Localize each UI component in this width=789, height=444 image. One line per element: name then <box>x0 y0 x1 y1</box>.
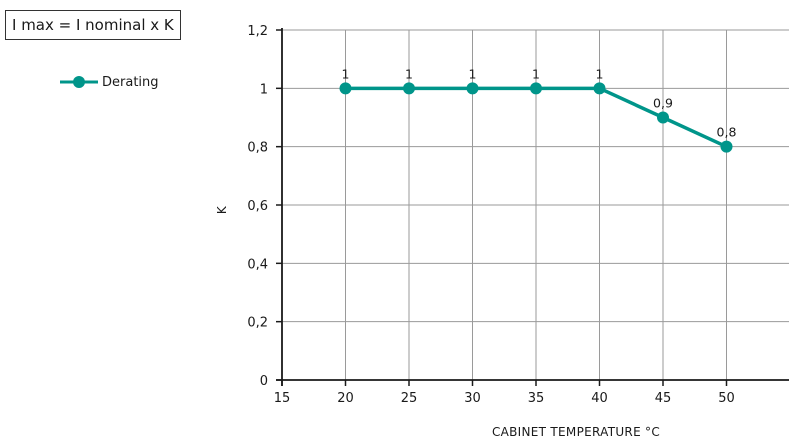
y-tick-label: 0,4 <box>247 257 268 272</box>
data-point <box>593 82 606 95</box>
legend-label: Derating <box>102 74 159 90</box>
x-tick-label: 45 <box>655 391 672 406</box>
legend-marker-icon <box>60 76 98 88</box>
y-tick-label: 1 <box>260 82 268 97</box>
data-label: 1 <box>405 66 413 81</box>
x-tick-label: 35 <box>528 391 545 406</box>
data-label: 1 <box>342 66 350 81</box>
x-tick-label: 40 <box>591 391 608 406</box>
legend: Derating <box>60 72 159 92</box>
data-label: 1 <box>469 66 477 81</box>
y-tick-label: 1,2 <box>247 24 268 39</box>
data-point <box>657 111 669 124</box>
x-tick-label: 30 <box>464 391 481 406</box>
y-tick-label: 0 <box>260 374 268 389</box>
axes: 0 0,2 0,4 0,6 0,8 1 1,2 15 20 25 30 35 40 45 50 <box>247 24 789 406</box>
data-point <box>720 140 733 153</box>
x-axis-title: CABINET TEMPERATURE °C <box>492 425 660 439</box>
y-tick-label: 0,6 <box>247 199 268 214</box>
data-point <box>403 82 415 95</box>
series-derating <box>339 82 733 153</box>
x-tick-label: 25 <box>401 391 418 406</box>
formula-box: I max = I nominal x K <box>5 10 181 40</box>
y-tick-label: 0,2 <box>247 316 268 331</box>
y-tick-label: 0,8 <box>247 141 268 156</box>
data-point <box>339 82 352 95</box>
data-labels: 1 1 1 1 1 0,9 0,8 <box>342 66 737 139</box>
x-tick-label: 20 <box>337 391 354 406</box>
y-axis-title: K <box>215 205 229 214</box>
data-point <box>466 82 479 95</box>
x-tick-label: 50 <box>718 391 735 406</box>
data-label: 1 <box>596 66 604 81</box>
data-point <box>530 82 542 95</box>
x-tick-label: 15 <box>274 391 291 406</box>
data-label: 0,8 <box>717 125 737 140</box>
data-label: 1 <box>532 66 540 81</box>
data-label: 0,9 <box>653 96 673 111</box>
